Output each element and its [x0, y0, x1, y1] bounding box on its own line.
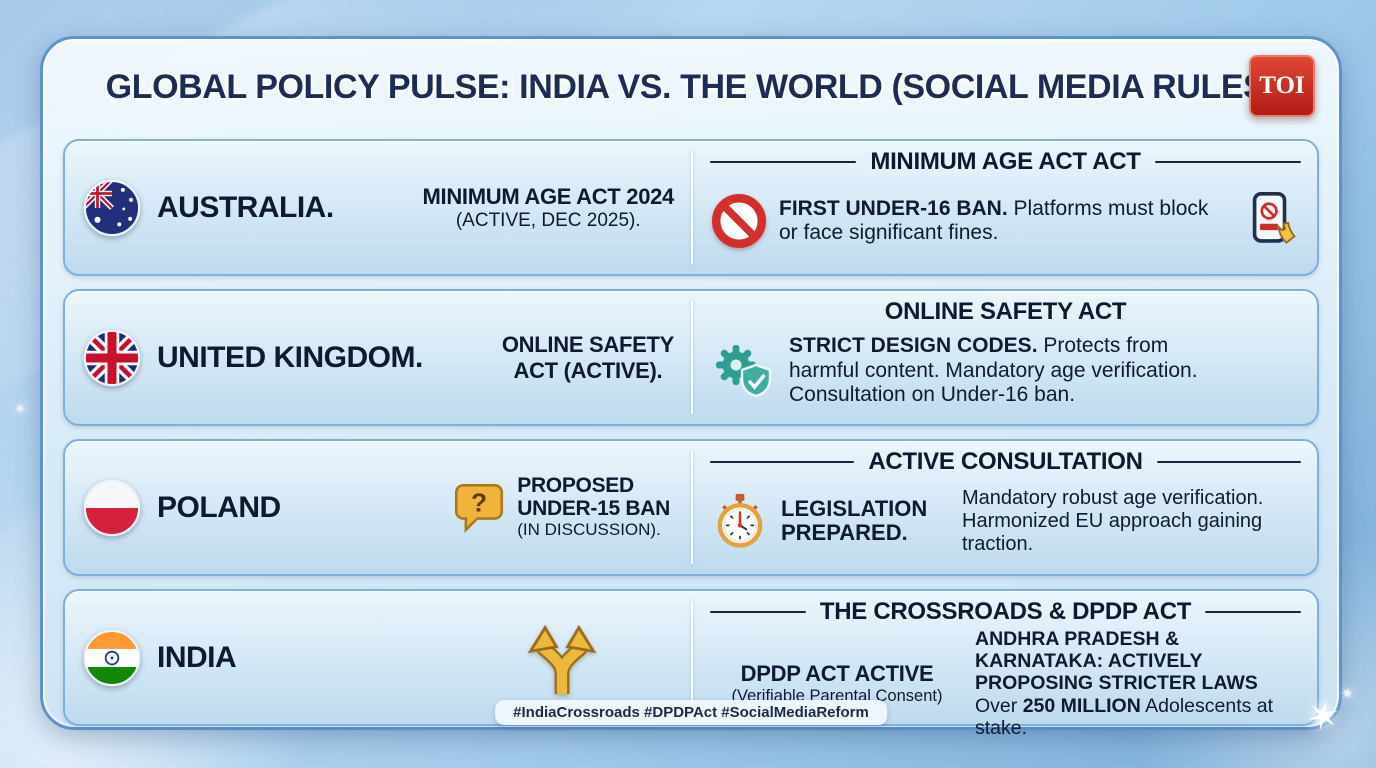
row-divider [691, 601, 693, 714]
sparkle-icon: ✷ [1340, 686, 1354, 703]
row-uk-left: UNITED KINGDOM. ONLINE SAFETY ACT (ACTIV… [65, 291, 694, 424]
australia-flag-icon [83, 179, 141, 237]
poland-proposal-group: ? PROPOSED UNDER-15 BAN (IN DISCUSSION). [451, 473, 674, 540]
panel-title-australia: MINIMUM AGE ACT ACT [710, 148, 1302, 176]
svg-text:?: ? [471, 487, 487, 517]
uk-flag-icon [83, 329, 141, 387]
title-rule-left [710, 160, 857, 164]
row-india-left: INDIA [65, 591, 694, 724]
toi-logo: TOI [1249, 55, 1315, 117]
policy-detail-poland-lead: LEGISLATION PREPARED. [781, 495, 928, 545]
row-poland-left: POLAND ? PROPOSED UNDER-15 BAN (IN DISCU… [65, 441, 694, 574]
policy-detail-australia: FIRST UNDER-16 BAN. Platforms must block… [779, 196, 1209, 244]
panel-title-poland: ACTIVE CONSULTATION [710, 448, 1302, 476]
hashtags: #IndiaCrossroads #DPDPAct #SocialMediaRe… [495, 700, 887, 725]
row-australia: AUSTRALIA. MINIMUM AGE ACT 2024 (ACTIVE,… [63, 139, 1319, 276]
policy-summary-poland: PROPOSED UNDER-15 BAN (IN DISCUSSION). [517, 473, 670, 540]
row-india: INDIA THE CROSSROADS & DPDP ACT [63, 589, 1319, 739]
prohibition-icon [712, 194, 766, 248]
row-uk: UNITED KINGDOM. ONLINE SAFETY ACT (ACTIV… [63, 289, 1319, 426]
header: GLOBAL POLICY PULSE: INDIA VS. THE WORLD… [43, 39, 1339, 135]
policy-summary-uk: ONLINE SAFETY ACT (ACTIVE). [501, 331, 674, 383]
row-divider [691, 451, 693, 564]
page-title: GLOBAL POLICY PULSE: INDIA VS. THE WORLD… [105, 67, 1277, 106]
panel-body-poland: LEGISLATION PREPARED. Mandatory robust a… [710, 476, 1301, 566]
country-name-india: INDIA [157, 640, 237, 674]
row-australia-left: AUSTRALIA. MINIMUM AGE ACT 2024 (ACTIVE,… [65, 141, 694, 274]
row-divider [691, 301, 693, 414]
row-poland: POLAND ? PROPOSED UNDER-15 BAN (IN DISCU… [63, 439, 1319, 576]
stopwatch-icon [712, 492, 768, 550]
country-name-uk: UNITED KINGDOM. [157, 340, 423, 374]
blocked-phone-icon [1241, 191, 1299, 251]
row-uk-right: ONLINE SAFETY ACT [694, 291, 1317, 424]
policy-summary-australia: MINIMUM AGE ACT 2024 (ACTIVE, DEC 2025). [422, 183, 674, 231]
panel-body-uk: STRICT DESIGN CODES. Protects from harmf… [710, 326, 1301, 416]
states-detail: ANDHRA PRADESH & KARNATAKA: ACTIVELY PRO… [975, 628, 1299, 739]
policy-detail-poland: Mandatory robust age verification. Harmo… [962, 486, 1264, 555]
row-poland-right: ACTIVE CONSULTATION [694, 441, 1317, 574]
title-rule-left [710, 610, 806, 614]
india-flag-icon [83, 629, 141, 687]
panel-title-india: THE CROSSROADS & DPDP ACT [710, 598, 1301, 626]
panel-body-australia: FIRST UNDER-16 BAN. Platforms must block… [710, 176, 1301, 266]
title-rule-right [1154, 160, 1302, 164]
question-bubble-icon: ? [451, 480, 507, 536]
title-rule-left [710, 460, 855, 464]
title-rule-right [1156, 460, 1302, 464]
gear-shield-icon [712, 339, 776, 403]
stake-line: Over 250 MILLION Adolescents at stake. [975, 694, 1274, 739]
country-name-australia: AUSTRALIA. [157, 190, 334, 224]
title-rule-right [1205, 610, 1301, 614]
rows-container: AUSTRALIA. MINIMUM AGE ACT 2024 (ACTIVE,… [63, 139, 1319, 739]
infographic-frame: GLOBAL POLICY PULSE: INDIA VS. THE WORLD… [40, 36, 1342, 739]
crossroads-icon [514, 622, 610, 694]
sparkle-icon: ✷ [14, 401, 27, 418]
panel-title-uk: ONLINE SAFETY ACT [884, 298, 1127, 325]
row-divider [691, 151, 693, 264]
country-name-poland: POLAND [157, 490, 281, 524]
poland-flag-icon [83, 479, 141, 537]
policy-detail-uk: STRICT DESIGN CODES. Protects from harmf… [789, 334, 1198, 407]
row-australia-right: MINIMUM AGE ACT ACT FIRST UNDER-16 BAN. … [694, 141, 1317, 274]
